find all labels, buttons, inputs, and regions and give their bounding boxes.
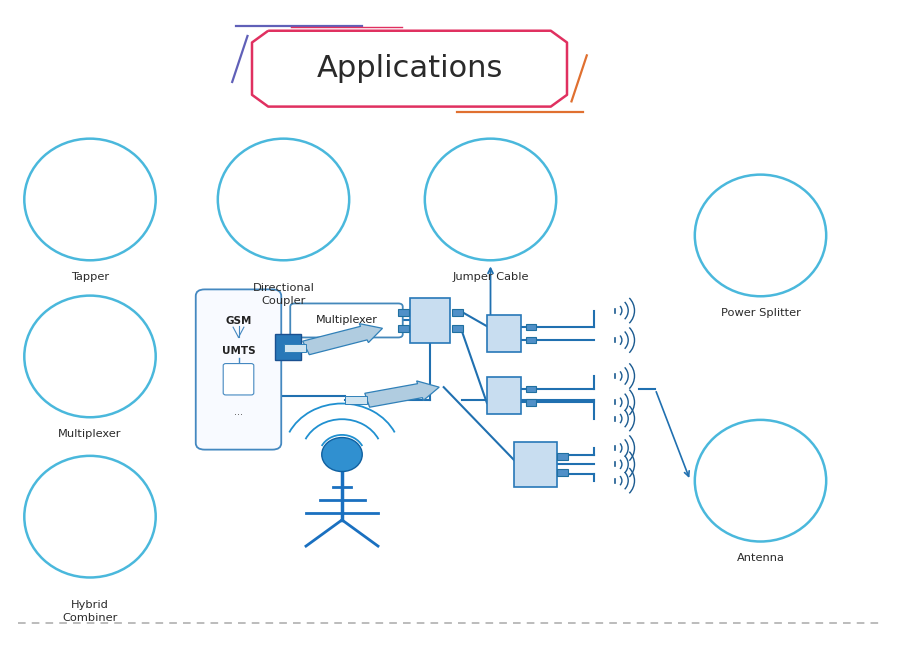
- Text: Jumper Cable: Jumper Cable: [453, 272, 529, 282]
- FancyBboxPatch shape: [398, 309, 409, 316]
- Text: Multiplexer: Multiplexer: [316, 315, 377, 326]
- Text: Directional
Coupler: Directional Coupler: [253, 283, 314, 305]
- FancyBboxPatch shape: [452, 309, 463, 316]
- FancyBboxPatch shape: [290, 303, 403, 337]
- FancyBboxPatch shape: [526, 337, 536, 343]
- FancyBboxPatch shape: [284, 344, 306, 352]
- Text: Hybrid
Combiner: Hybrid Combiner: [62, 600, 118, 623]
- FancyBboxPatch shape: [487, 377, 521, 414]
- FancyBboxPatch shape: [487, 315, 521, 352]
- FancyBboxPatch shape: [526, 386, 536, 392]
- FancyBboxPatch shape: [223, 364, 254, 395]
- Text: GSM: GSM: [225, 317, 252, 326]
- Text: ...: ...: [234, 407, 243, 417]
- FancyBboxPatch shape: [526, 399, 536, 405]
- Text: UMTS: UMTS: [221, 346, 256, 356]
- FancyBboxPatch shape: [196, 289, 281, 450]
- Ellipse shape: [322, 438, 362, 472]
- FancyBboxPatch shape: [410, 298, 450, 343]
- Text: Antenna: Antenna: [736, 553, 785, 563]
- Text: LTE: LTE: [229, 371, 248, 381]
- FancyBboxPatch shape: [514, 442, 557, 487]
- FancyBboxPatch shape: [345, 396, 367, 404]
- Text: Applications: Applications: [316, 54, 503, 83]
- Text: Multiplexer: Multiplexer: [58, 429, 122, 439]
- Text: Power Splitter: Power Splitter: [721, 308, 800, 318]
- FancyBboxPatch shape: [526, 324, 536, 330]
- FancyBboxPatch shape: [557, 469, 568, 475]
- FancyBboxPatch shape: [557, 453, 568, 460]
- FancyBboxPatch shape: [452, 325, 463, 332]
- FancyArrow shape: [364, 381, 439, 407]
- Text: Tapper: Tapper: [71, 272, 109, 282]
- FancyArrow shape: [302, 324, 382, 354]
- FancyBboxPatch shape: [398, 325, 409, 332]
- FancyBboxPatch shape: [274, 334, 302, 360]
